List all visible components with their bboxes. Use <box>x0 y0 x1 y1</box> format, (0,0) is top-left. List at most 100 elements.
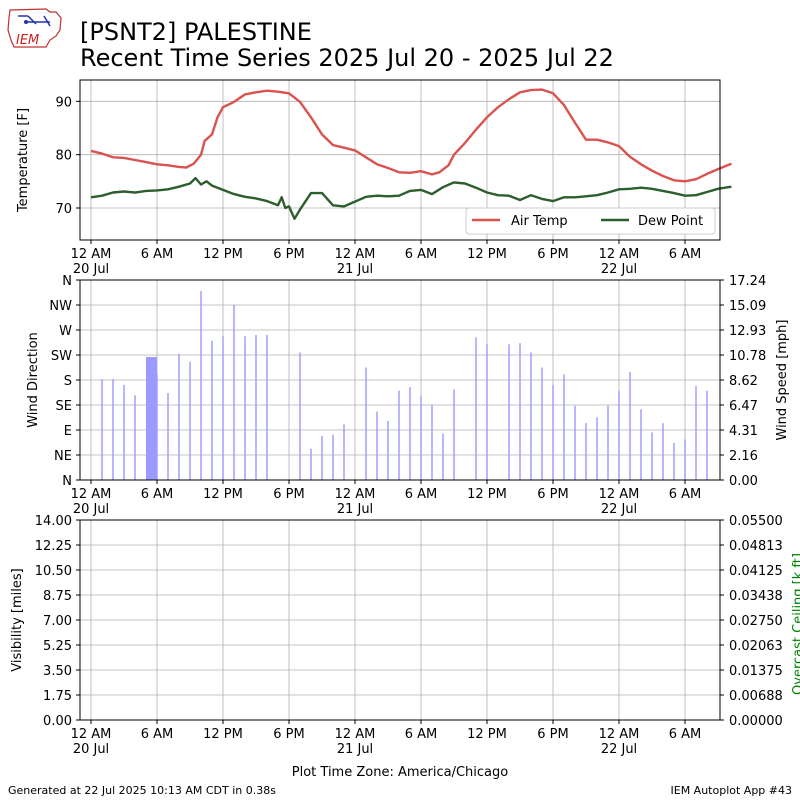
x-tick-label: 12 PM <box>467 247 507 262</box>
x-tick-label: 22 Jul <box>601 742 637 757</box>
visibility-tick-label: 3.50 <box>43 664 72 679</box>
temperature-panel-frame <box>79 79 721 241</box>
wind-bar <box>101 379 103 480</box>
x-tick-label: 12 PM <box>467 727 507 742</box>
speed-tick-label: 8.62 <box>729 374 758 389</box>
x-tick-label: 22 Jul <box>601 502 637 517</box>
wind-bar <box>629 372 631 480</box>
direction-tick-label: SW <box>51 349 72 364</box>
wind-bar <box>266 334 268 480</box>
wind-bar <box>431 404 433 480</box>
y-tick-label: 80 <box>55 149 72 164</box>
chart-title: [PSNT2] PALESTINE <box>80 18 312 46</box>
chart-subtitle: Recent Time Series 2025 Jul 20 - 2025 Ju… <box>80 44 614 72</box>
wind-bar <box>321 435 323 480</box>
wind-bar <box>508 344 510 480</box>
x-tick-label: 6 AM <box>669 727 702 742</box>
wind-bar <box>123 384 125 480</box>
wind-bar <box>343 424 345 480</box>
wind-bar <box>365 367 367 480</box>
direction-tick-label: NW <box>49 299 72 314</box>
wind-bar <box>409 387 411 480</box>
wind-bar <box>420 396 422 480</box>
wind-bar <box>156 374 158 480</box>
x-tick-label: 6 PM <box>537 247 568 262</box>
app-note: IEM Autoplot App #43 <box>670 784 793 797</box>
temperature-axis-label: Temperature [F] <box>16 108 31 213</box>
wind-bar <box>596 417 598 480</box>
direction-tick-label: N <box>62 274 72 289</box>
x-tick-label: 12 AM <box>71 487 112 502</box>
x-tick-label: 20 Jul <box>73 262 109 277</box>
speed-tick-label: 17.24 <box>729 274 766 289</box>
ceiling-tick-label: 0.05500 <box>729 514 783 529</box>
logo-text: IEM <box>16 33 39 48</box>
speed-tick-label: 12.93 <box>729 324 766 339</box>
x-tick-label: 6 AM <box>405 727 438 742</box>
wind-bar <box>233 304 235 480</box>
x-tick-label: 21 Jul <box>337 502 373 517</box>
x-tick-label: 20 Jul <box>73 502 109 517</box>
wind-direction-axis-label: Wind Direction <box>26 332 41 428</box>
ceiling-axis-label: Overcast Ceiling [k ft] <box>791 553 800 695</box>
x-tick-label: 6 AM <box>141 487 174 502</box>
x-tick-label: 22 Jul <box>601 262 637 277</box>
wind-bar <box>695 386 697 480</box>
x-tick-label: 6 AM <box>669 247 702 262</box>
wind-bar <box>255 334 257 480</box>
wind-bar <box>134 395 136 480</box>
wind-bar <box>552 384 554 480</box>
wind-bar <box>387 420 389 480</box>
x-tick-label: 6 AM <box>405 487 438 502</box>
x-tick-label: 12 AM <box>335 487 376 502</box>
wind-panel: N 0.00 NE 2.16 E 4.31 SE 6.47 S 8.62 SW 10.78 W 12.93… <box>26 274 790 517</box>
x-tick-label: 6 PM <box>273 247 304 262</box>
wind-bar <box>178 353 180 480</box>
legend-box <box>465 207 716 235</box>
x-tick-label: 12 PM <box>203 727 243 742</box>
wind-bar <box>585 423 587 480</box>
x-tick-label: 12 AM <box>335 727 376 742</box>
wind-bar <box>167 392 169 480</box>
wind-speed-axis-label: Wind Speed [mph] <box>775 320 790 441</box>
x-tick-label: 12 AM <box>599 727 640 742</box>
visibility-tick-label: 1.75 <box>43 689 72 704</box>
legend-label: Dew Point <box>638 214 703 229</box>
wind-bar <box>398 390 400 480</box>
wind-bar <box>244 336 246 480</box>
x-tick-label: 6 AM <box>141 247 174 262</box>
x-tick-label: 6 AM <box>405 247 438 262</box>
speed-tick-label: 6.47 <box>729 399 758 414</box>
ceiling-tick-label: 0.00000 <box>729 714 783 729</box>
visibility-panel-frame <box>79 519 721 721</box>
legend: Air Temp Dew Point <box>465 207 716 235</box>
direction-tick-label: W <box>59 324 72 339</box>
visibility-tick-label: 14.00 <box>35 514 72 529</box>
x-tick-label: 6 AM <box>669 487 702 502</box>
x-tick-label: 6 PM <box>537 487 568 502</box>
ceiling-tick-label: 0.03438 <box>729 589 783 604</box>
x-tick-label: 12 PM <box>203 247 243 262</box>
wind-bar <box>189 361 191 480</box>
visibility-tick-label: 8.75 <box>43 589 72 604</box>
direction-tick-label: NE <box>54 449 72 464</box>
direction-tick-label: S <box>64 374 72 389</box>
wind-bar <box>486 344 488 480</box>
wind-bar <box>211 340 213 480</box>
ceiling-tick-label: 0.02750 <box>729 614 783 629</box>
visibility-tick-label: 5.25 <box>43 639 72 654</box>
wind-bar <box>673 442 675 480</box>
x-tick-label: 12 AM <box>599 247 640 262</box>
y-tick-label: 90 <box>55 95 72 110</box>
x-tick-label: 12 AM <box>335 247 376 262</box>
wind-bar <box>651 432 653 480</box>
wind-bar <box>332 434 334 480</box>
wind-bar <box>146 357 157 480</box>
wind-speed-bars <box>101 290 708 480</box>
ceiling-tick-label: 0.04813 <box>729 539 783 554</box>
ceiling-tick-label: 0.01375 <box>729 664 783 679</box>
visibility-panel: 0.00 0.00000 1.75 0.00688 3.50 0.01375 5.25 0.0… <box>10 514 800 780</box>
wind-bar <box>706 390 708 480</box>
wind-bar <box>200 290 202 480</box>
